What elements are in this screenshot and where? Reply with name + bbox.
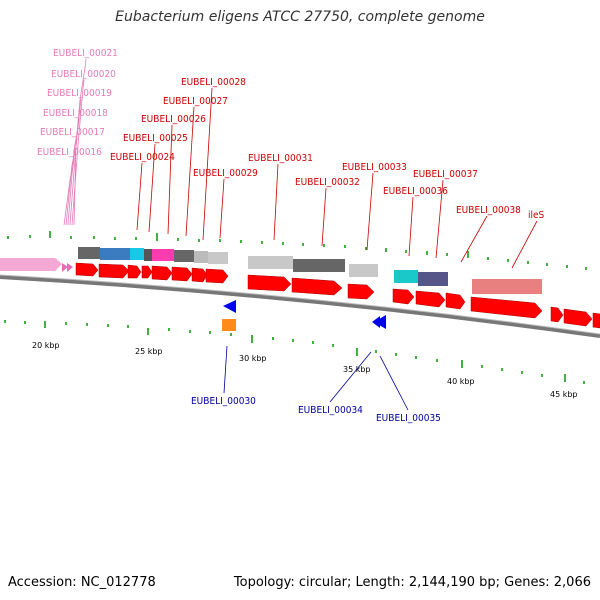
gene-arrow [191, 267, 208, 283]
scale-label: 40 kbp [447, 377, 475, 386]
gene-arrow [98, 263, 130, 279]
gene-label: EUBELI_00033 [342, 162, 407, 173]
blue-gene-labels: EUBELI_00030 EUBELI_00034 EUBELI_00035 [191, 396, 441, 424]
gene-arrow [445, 292, 466, 310]
cog-block [222, 319, 236, 331]
gene-label: EUBELI_00021 [53, 48, 118, 59]
gene-arrow [291, 277, 343, 296]
accession-label: Accession: NC_012778 [8, 575, 156, 590]
gene-arrow [127, 264, 142, 279]
pink-leader-lines [63, 58, 87, 226]
gene-label: EUBELI_00025 [123, 133, 188, 144]
inner-ticks [4, 320, 585, 384]
gene-arrow [415, 290, 446, 308]
gene-label: EUBELI_00035 [376, 413, 441, 424]
gene-label: EUBELI_00027 [163, 96, 228, 107]
gene-label: EUBELI_00037 [413, 169, 478, 180]
scale-label: 25 kbp [135, 347, 163, 356]
red-leader-lines [136, 87, 538, 269]
gene-arrow [247, 274, 292, 292]
gene-label: EUBELI_00032 [295, 177, 360, 188]
cog-blocks [0, 247, 542, 294]
scale-label: 30 kbp [239, 354, 267, 363]
forward-genes [75, 262, 600, 329]
map-title: Eubacterium eligens ATCC 27750, complete… [115, 9, 485, 25]
gene-label: EUBELI_00016 [37, 147, 102, 158]
gene-label: EUBELI_00034 [298, 405, 363, 416]
blue-leader-lines [223, 345, 409, 411]
gene-label: ileS [528, 210, 545, 221]
gene-arrow [470, 296, 543, 319]
reverse-genes [222, 300, 386, 331]
gene-label: EUBELI_00031 [248, 153, 313, 164]
gene-label: EUBELI_00018 [43, 108, 108, 119]
gene-arrow [141, 265, 153, 279]
gene-label: EUBELI_00019 [47, 88, 112, 99]
gene-arrow [151, 265, 173, 281]
gene-label: EUBELI_00026 [141, 114, 206, 125]
gene-arrow [347, 283, 375, 300]
gene-arrow [550, 306, 564, 323]
gene-arrow [563, 308, 593, 327]
pink-gene-labels: EUBELI_00021 EUBELI_00020 EUBELI_00019 E… [37, 48, 118, 158]
gene-label: EUBELI_00024 [110, 152, 175, 163]
gene-label: EUBELI_00028 [181, 77, 246, 88]
gene-label: EUBELI_00036 [383, 186, 448, 197]
gene-arrow [171, 266, 193, 282]
gene-arrow [223, 300, 236, 313]
topology-label: Topology: circular; Length: 2,144,190 bp… [233, 575, 591, 590]
gene-arrow [372, 316, 380, 328]
gene-label: EUBELI_00017 [40, 127, 105, 138]
gene-label: EUBELI_00030 [191, 396, 256, 407]
scale-labels: 20 kbp 25 kbp 30 kbp 35 kbp 40 kbp 45 kb… [32, 341, 578, 399]
gene-arrow [205, 268, 229, 284]
gene-label: EUBELI_00038 [456, 205, 521, 216]
genome-backbone [0, 275, 600, 338]
scale-label: 45 kbp [550, 390, 578, 399]
gene-arrow [392, 288, 415, 305]
outer-ticks [7, 231, 587, 270]
gene-label: EUBELI_00029 [193, 168, 258, 179]
scale-label: 20 kbp [32, 341, 60, 350]
red-gene-labels: EUBELI_00028 EUBELI_00027 EUBELI_00026 E… [110, 77, 545, 221]
gene-arrow [592, 312, 600, 329]
gene-arrow [75, 262, 99, 277]
